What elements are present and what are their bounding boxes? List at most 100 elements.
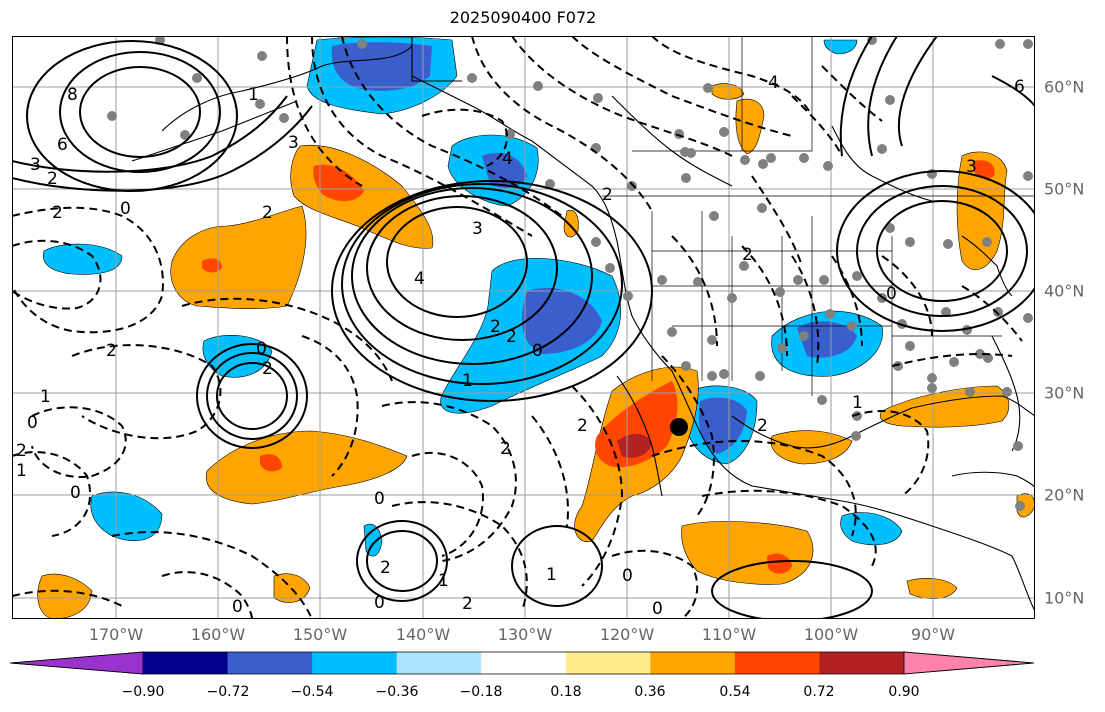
contour-label: 0 [622, 566, 633, 586]
pos-region-midpac-west [170, 205, 307, 310]
map-title: 2025090400 F072 [449, 8, 597, 27]
contour-label: 0 [256, 339, 267, 359]
colorbar-cell [734, 652, 820, 674]
colorbar-cell [819, 652, 905, 674]
pos-region-ne-pacific-core [313, 164, 364, 202]
pos-region-subtropical-core [260, 454, 282, 472]
lon-label: 130°W [497, 625, 553, 644]
neg-region-north-ak [823, 39, 858, 55]
dashed-contours [12, 36, 1023, 619]
contour-label: 1 [852, 393, 863, 413]
contour-label: 3 [288, 133, 299, 153]
colorbar-cell [396, 652, 482, 674]
contour-label: 3 [472, 219, 483, 239]
contour-label: 2 [380, 558, 391, 578]
contour-label: 1 [462, 371, 473, 391]
lon-label: 150°W [292, 625, 348, 644]
lat-label: 10°N [1044, 588, 1085, 608]
coastlines [131, 36, 1035, 612]
contour-label: 1 [248, 85, 259, 105]
contour-label: 3 [30, 155, 41, 175]
contour-label: 4 [502, 149, 513, 169]
positive-anomaly-regions [37, 83, 1035, 619]
contour-label: 0 [374, 489, 385, 509]
solid-contours [12, 36, 1035, 619]
colorbar-outline [10, 651, 1035, 675]
colorbar-extend-low [10, 651, 144, 675]
contour-label: 2 [500, 439, 511, 459]
lat-label: 20°N [1044, 485, 1085, 505]
contour-label: 2 [577, 416, 588, 436]
colorbar-cell [312, 652, 398, 674]
contour-label: 2 [462, 594, 473, 614]
colorbar-tick-label: 0.54 [719, 684, 751, 700]
colorbar-tick-label: −0.36 [375, 684, 419, 700]
lon-label: 170°W [88, 625, 144, 644]
neg-region-baja-core [698, 397, 747, 454]
neg-region-midpacific [42, 243, 123, 275]
pos-region-great-lakes-core [974, 160, 995, 179]
contour-label: 0 [532, 341, 543, 361]
neg-region-tropical-center [363, 523, 383, 557]
contour-label: 0 [886, 284, 897, 304]
contour-label: 0 [120, 199, 131, 219]
colorbar-extend-high [903, 651, 1035, 675]
contour-label: 2 [602, 185, 613, 205]
pos-region-southeast [879, 385, 1010, 428]
neg-region-west-core [522, 287, 602, 354]
contour-label: 2 [490, 317, 501, 337]
contour-label: 0 [232, 597, 243, 617]
contour-label: 2 [47, 169, 58, 189]
pos-region-mexico-core [767, 553, 792, 574]
colorbar-cell [227, 652, 313, 674]
lon-label: 160°W [190, 625, 246, 644]
contour-label: 2 [262, 203, 273, 223]
contour-label: 1 [16, 461, 27, 481]
contour-label: 4 [768, 73, 779, 93]
colorbar-tick-label: −0.72 [206, 684, 250, 700]
pos-region-canada-n2 [711, 83, 745, 100]
colorbar-tick-label: 0.18 [550, 684, 582, 700]
contour-label: 2 [262, 359, 273, 379]
contour-labels: 8 6 3 2 0 2 3 4 2 2 0 1 2 1 0 0 2 2 1 2 … [16, 73, 1025, 619]
neg-region-tropical-west [90, 491, 163, 542]
contour-label: 6 [1014, 77, 1025, 97]
contour-label: 6 [57, 135, 68, 155]
colorbar-tick-label: 0.36 [634, 684, 666, 700]
contour-label: 2 [106, 341, 117, 361]
colorbar-cell [143, 652, 229, 674]
colorbar-cell [481, 652, 567, 674]
lon-label: 110°W [701, 625, 757, 644]
graticule [12, 36, 1035, 619]
pos-region-central-am [906, 578, 958, 599]
lon-label: 90°W [910, 625, 956, 644]
lat-label: 60°N [1044, 77, 1085, 97]
contour-label: 8 [67, 85, 78, 105]
colorbar-tick-label: 0.72 [803, 684, 835, 700]
contour-label: 1 [546, 565, 557, 585]
lon-label: 100°W [803, 625, 859, 644]
lat-label: 40°N [1044, 281, 1085, 301]
lon-label: 120°W [599, 625, 655, 644]
colorbar-tick-label: −0.18 [459, 684, 503, 700]
contour-label: 4 [414, 269, 425, 289]
lat-label: 50°N [1044, 179, 1085, 199]
colorbar-cell [650, 652, 736, 674]
pos-region-tropical-west [37, 573, 93, 619]
contour-label: 2 [757, 416, 768, 436]
station-dots [107, 36, 1033, 511]
contour-label: 2 [52, 203, 63, 223]
contour-label: 1 [438, 571, 449, 591]
colorbar [10, 651, 1035, 675]
weather-map: 8 6 3 2 0 2 3 4 2 2 0 1 2 1 0 0 2 2 1 2 … [12, 36, 1035, 619]
political-borders [602, 36, 1035, 406]
colorbar-tick-label: 0.90 [888, 684, 920, 700]
contour-label: 2 [742, 245, 753, 265]
location-marker [670, 418, 688, 436]
colorbar-cell [565, 652, 651, 674]
pos-region-subtropical-band [205, 430, 408, 505]
contour-label: 0 [70, 483, 81, 503]
pos-region-baja-darkcore [617, 433, 652, 458]
contour-label: 0 [652, 599, 663, 619]
colorbar-tick-label: −0.54 [290, 684, 334, 700]
